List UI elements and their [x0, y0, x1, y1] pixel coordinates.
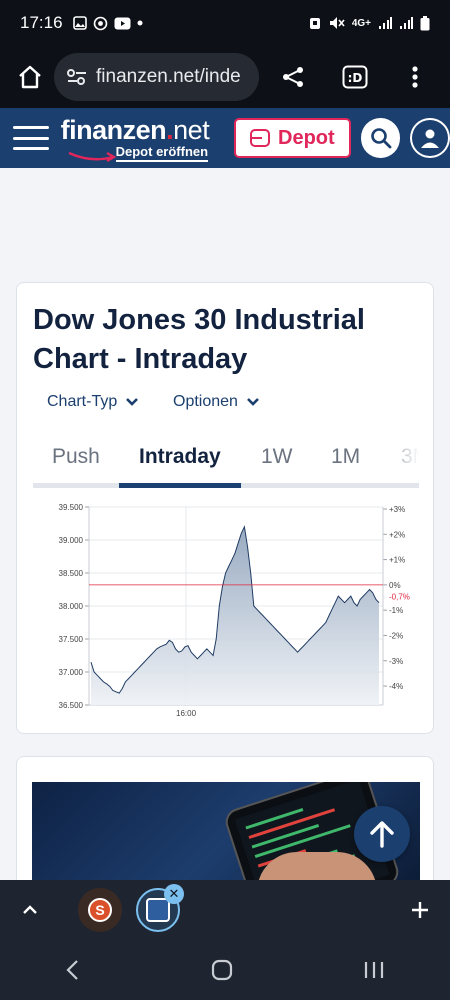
browser-tab-2[interactable]: ✕ [136, 884, 184, 932]
arrow-up-icon [370, 821, 394, 848]
y-right-tick-label: -4% [389, 682, 403, 691]
logo-net: net [173, 115, 210, 145]
home-nav-icon[interactable] [211, 959, 233, 981]
mute-icon [329, 17, 345, 29]
account-button[interactable] [410, 118, 450, 158]
recent-apps-icon[interactable] [363, 960, 385, 980]
finanzen-logo[interactable]: finanzen.net Depot eröffnen [61, 113, 224, 163]
signal-icon-2 [400, 17, 413, 29]
y-tick-label: 37.000 [59, 668, 84, 677]
signal-icon [379, 17, 392, 29]
y-right-tick-label: -1% [389, 606, 403, 615]
more-menu-button[interactable] [391, 65, 439, 89]
options-dropdown[interactable]: Optionen [173, 393, 260, 411]
status-time: 17:16 [20, 13, 63, 32]
tab-strip-expand-button[interactable] [0, 905, 60, 915]
address-bar[interactable]: finanzen.net/inde [54, 53, 259, 101]
tab-intraday[interactable]: Intraday [139, 445, 221, 468]
site-header: finanzen.net Depot eröffnen Depot [0, 108, 450, 168]
youtube-icon [114, 17, 131, 29]
chevron-down-icon [126, 398, 139, 406]
home-button[interactable] [6, 64, 54, 90]
menu-icon [13, 126, 49, 129]
chevron-up-icon [23, 905, 37, 914]
chart-card-title: Dow Jones 30 Industrial Chart - Intraday [33, 304, 365, 375]
chart-type-dropdown[interactable]: Chart-Typ [47, 393, 139, 411]
y-tick-label: 38.500 [59, 569, 84, 578]
y-tick-label: 37.500 [59, 635, 84, 644]
series-area [91, 526, 379, 705]
y-right-tick-label: +2% [389, 530, 405, 539]
scroll-to-top-button[interactable] [354, 806, 410, 862]
y-right-tick-label: +3% [389, 505, 405, 514]
tab-favicon-chart-icon [146, 898, 170, 922]
y-right-tick-label: -2% [389, 631, 403, 640]
chart-type-label: Chart-Typ [47, 393, 118, 410]
tab-1w[interactable]: 1W [261, 445, 293, 468]
alarm-icon [309, 18, 320, 29]
depot-button[interactable]: Depot [233, 118, 351, 158]
x-tick-label: 16:00 [176, 709, 197, 718]
logo-main: finanzen [60, 115, 167, 145]
chart-range-tabs: Push Intraday 1W 1M 3M [33, 433, 419, 489]
chart-card: Dow Jones 30 Industrial Chart - Intraday… [16, 282, 434, 734]
reader-mode-button[interactable]: :D [331, 65, 379, 89]
y-right-tick-label: -3% [389, 657, 403, 666]
sync-icon [93, 16, 107, 30]
depot-icon [250, 129, 271, 147]
tab-active-indicator [119, 483, 241, 488]
intraday-chart[interactable]: 36.500 37.000 37.500 38.000 38.500 39.000 39.5… [33, 493, 427, 719]
home-icon [19, 65, 41, 89]
tab-1m[interactable]: 1M [331, 445, 361, 468]
more-vert-icon [412, 66, 418, 88]
new-tab-button[interactable] [390, 900, 450, 920]
browser-toolbar: finanzen.net/inde :D [0, 46, 450, 108]
network-type: 4G+ [351, 17, 371, 29]
options-label: Optionen [173, 393, 238, 410]
browser-tab-strip: S ✕ [0, 880, 450, 940]
y-tick-label: 39.000 [59, 536, 84, 545]
y-tick-label: 38.000 [59, 602, 84, 611]
url-text[interactable]: finanzen.net/inde [96, 66, 241, 87]
share-icon [283, 67, 303, 87]
y-right-tick-label: +1% [389, 556, 405, 565]
account-icon [421, 129, 440, 148]
back-icon[interactable] [65, 959, 81, 981]
tab-push[interactable]: Push [52, 445, 100, 468]
chart-svg: 36.500 37.000 37.500 38.000 38.500 39.000 39.5… [59, 503, 410, 718]
y-tick-label: 39.500 [59, 503, 84, 512]
menu-button[interactable] [13, 126, 49, 150]
y-right-tick-label: 0% [389, 581, 401, 590]
search-button[interactable] [360, 118, 401, 158]
logo-dot: . [166, 115, 174, 145]
site-settings-icon[interactable] [66, 67, 88, 87]
reader-mode-icon: :D [342, 65, 368, 89]
dot-icon [137, 20, 143, 26]
series-line [90, 525, 380, 694]
share-button[interactable] [269, 65, 317, 89]
search-icon [370, 128, 391, 149]
chevron-down-icon [247, 398, 259, 406]
battery-icon [420, 15, 430, 30]
status-bar: 17:16 4G+ [0, 0, 450, 46]
browser-tab-1[interactable]: S [78, 888, 122, 932]
y-tick-label: 36.500 [59, 701, 84, 710]
open-depot-link[interactable]: Depot eröffnen [115, 144, 209, 162]
gallery-icon [72, 16, 87, 30]
system-nav-bar [0, 940, 450, 1000]
svg-text::D: :D [348, 71, 363, 85]
depot-label: Depot [278, 126, 335, 149]
logo-swoosh-icon [68, 151, 117, 163]
plus-icon [412, 902, 428, 918]
close-tab-icon[interactable]: ✕ [164, 884, 184, 904]
tab-favicon-s-icon: S [88, 898, 112, 922]
current-change-label: -0,7% [389, 593, 410, 602]
